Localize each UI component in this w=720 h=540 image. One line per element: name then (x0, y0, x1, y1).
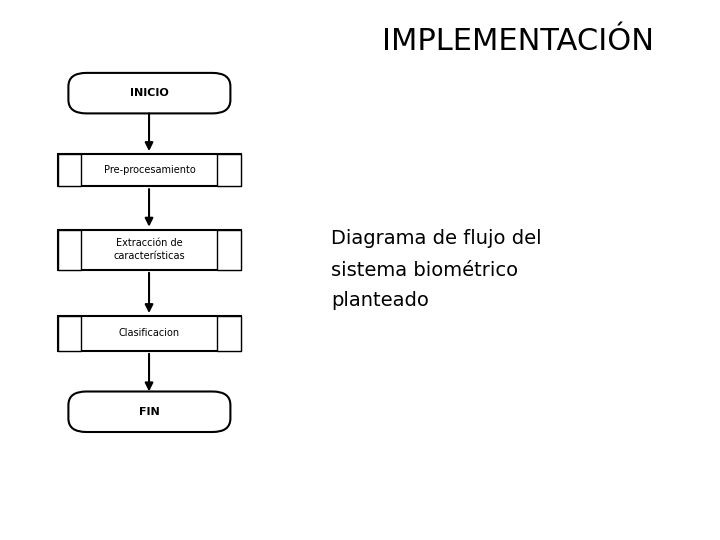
Bar (58, 316, 81, 351)
Text: INICIO: INICIO (130, 88, 168, 98)
Text: IMPLEMENTACIÓN: IMPLEMENTACIÓN (382, 27, 654, 56)
Bar (217, 316, 241, 351)
FancyBboxPatch shape (68, 392, 230, 432)
FancyBboxPatch shape (68, 73, 230, 113)
Bar (217, 230, 241, 270)
Bar (58, 316, 241, 351)
Bar (58, 230, 81, 270)
Bar (58, 154, 81, 186)
Bar (217, 154, 241, 186)
Text: Diagrama de flujo del
sistema biométrico
planteado: Diagrama de flujo del sistema biométrico… (331, 230, 542, 310)
Bar (58, 230, 241, 270)
Text: Clasificacion: Clasificacion (119, 328, 180, 339)
Text: Extracción de
características: Extracción de características (114, 238, 185, 261)
Text: FIN: FIN (139, 407, 160, 417)
Text: Pre-procesamiento: Pre-procesamiento (104, 165, 195, 175)
Bar (58, 154, 241, 186)
